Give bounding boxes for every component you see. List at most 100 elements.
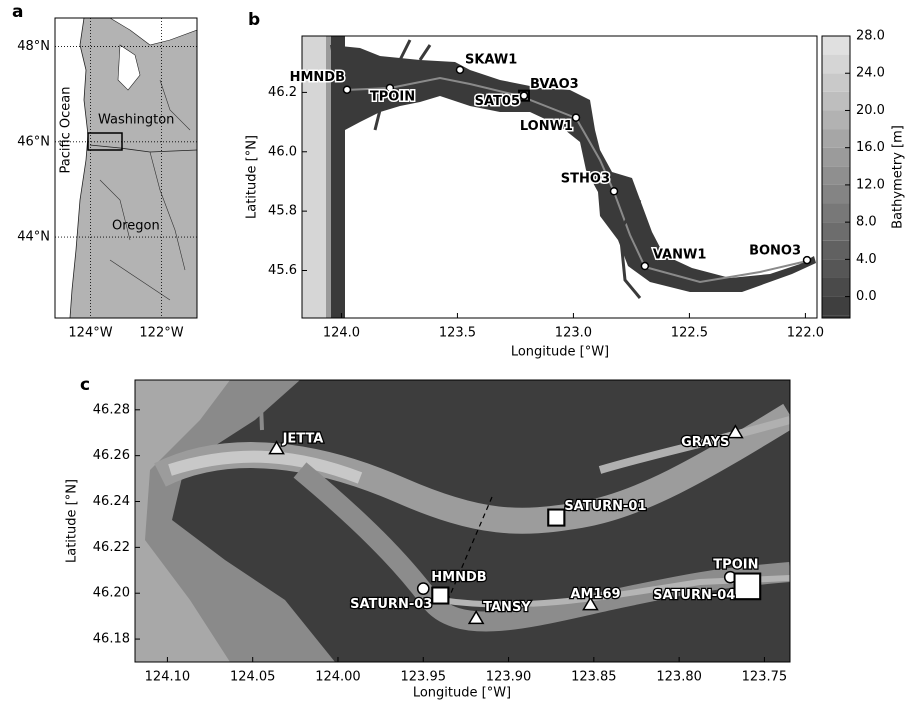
x-tick-label: 123.5 (439, 326, 476, 341)
station-label: SATURN-03 (350, 597, 432, 612)
colorbar (822, 36, 850, 318)
station-marker (385, 83, 395, 93)
station-label: SATURN-01 (564, 499, 646, 514)
station-marker (467, 609, 485, 625)
y-axis-title: Latitude [°N] (245, 135, 260, 219)
region-label: Oregon (112, 219, 160, 234)
x-tick-label: 123.90 (486, 670, 532, 685)
station-label: SAT05 (475, 94, 520, 109)
y-tick-label: 46.26 (93, 448, 130, 463)
colorbar-tick-label: 0.0 (856, 289, 877, 304)
y-tick-label: 46.20 (93, 586, 130, 601)
x-axis-title: Longitude [°W] (511, 345, 609, 360)
colorbar-band (822, 277, 850, 297)
colorbar-band (822, 222, 850, 241)
station-label: HMNDB (431, 570, 486, 585)
y-tick-label: 46.18 (93, 632, 130, 647)
colorbar-band (822, 91, 850, 111)
axes-frame (301, 35, 818, 319)
map-a (55, 18, 197, 318)
x-tick-label: 123.80 (656, 670, 702, 685)
y-tick-label: 46°N (17, 134, 50, 149)
colorbar-tick-label: 8.0 (856, 215, 877, 230)
station-marker (518, 89, 531, 102)
map-c (135, 380, 790, 662)
y-tick-label: 45.8 (268, 204, 297, 219)
x-tick-label: 122°W (139, 326, 183, 341)
x-tick-label: 123.75 (742, 670, 788, 685)
colorbar-tick-label: 24.0 (856, 66, 885, 81)
axes-frame (54, 17, 198, 319)
colorbar-tick-label: 20.0 (856, 103, 885, 118)
colorbar-band (822, 203, 850, 223)
station-label: TANSY (483, 600, 531, 615)
y-tick-label: 46.28 (93, 402, 130, 417)
colorbar-tick-label: 12.0 (856, 177, 885, 192)
x-tick-label: 122.5 (671, 326, 708, 341)
x-tick-label: 124.00 (315, 670, 361, 685)
colorbar-tick-label: 16.0 (856, 140, 885, 155)
x-tick-label: 123.95 (401, 670, 447, 685)
x-tick-label: 123.85 (571, 670, 617, 685)
colorbar-band (822, 315, 850, 318)
station-marker (571, 113, 581, 122)
region-label: Washington (98, 113, 174, 128)
y-tick-label: 48°N (17, 39, 50, 54)
station-marker (802, 255, 812, 265)
station-marker-fill (431, 586, 450, 605)
y-tick-label: 46.24 (93, 494, 130, 509)
axes-frame (134, 379, 791, 663)
station-marker-fill (733, 572, 762, 601)
y-axis-title: Latitude [°N] (65, 479, 80, 563)
map-b (302, 36, 817, 318)
colorbar-title: Bathymetry [m] (891, 125, 906, 229)
colorbar-band (822, 166, 850, 185)
station-label: TPOIN (370, 89, 415, 104)
colorbar-tick-label: 4.0 (856, 252, 877, 267)
colorbar-band (822, 296, 850, 316)
station-marker (455, 65, 465, 75)
colorbar-band (822, 54, 850, 74)
colorbar-band (822, 36, 850, 55)
colorbar-frame (821, 35, 851, 319)
station-label: TPOIN (713, 558, 758, 573)
x-tick-label: 124.10 (145, 670, 191, 685)
colorbar-band (822, 184, 850, 204)
y-tick-label: 46.22 (93, 540, 130, 555)
station-marker (416, 582, 430, 595)
station-label: SATURN-04 (653, 588, 735, 603)
station-label: VANW1 (653, 248, 707, 263)
station-marker (582, 596, 599, 611)
panel-letter: a (12, 2, 23, 22)
x-tick-label: 124°W (68, 326, 112, 341)
station-marker (268, 440, 285, 455)
x-tick-label: 123.0 (555, 326, 592, 341)
station-marker (342, 85, 352, 94)
region-label: Pacific Ocean (59, 86, 74, 173)
panel-letter: b (248, 10, 260, 30)
station-label: BVAO3 (530, 77, 579, 92)
colorbar-tick-label: 28.0 (856, 29, 885, 44)
y-tick-label: 46.0 (268, 144, 297, 159)
colorbar-band (822, 129, 850, 148)
station-label: JETTA (282, 431, 324, 446)
y-tick-label: 46.2 (268, 85, 297, 100)
station-label: GRAYS (681, 435, 729, 450)
station-marker (640, 261, 650, 271)
station-label: STHO3 (561, 172, 610, 187)
station-marker (727, 424, 744, 439)
x-tick-label: 124.0 (323, 326, 360, 341)
y-tick-label: 45.6 (268, 263, 297, 278)
station-marker (609, 186, 619, 196)
station-marker-fill (547, 508, 566, 527)
y-tick-label: 44°N (17, 230, 50, 245)
colorbar-band (822, 110, 850, 130)
colorbar-band (822, 259, 850, 278)
x-axis-title: Longitude [°W] (413, 686, 511, 701)
station-label: SKAW1 (465, 52, 517, 67)
colorbar-band (822, 73, 850, 92)
station-marker (519, 91, 529, 100)
colorbar-band (822, 240, 850, 260)
